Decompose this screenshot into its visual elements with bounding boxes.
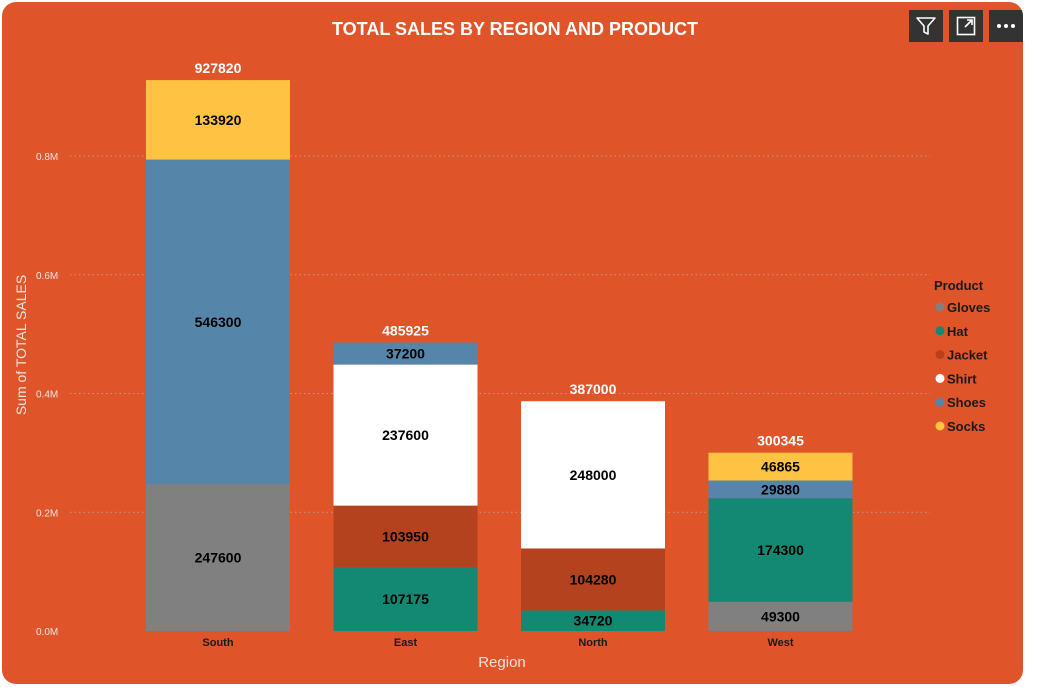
legend-item: Shoes [947, 395, 986, 410]
data-label: 46865 [761, 459, 800, 475]
legend-item: Jacket [947, 348, 988, 363]
data-label: 174300 [757, 542, 804, 558]
chart-title: TOTAL SALES BY REGION AND PRODUCT [331, 19, 699, 39]
x-tick-label: South [202, 637, 233, 649]
data-label: 104280 [570, 571, 617, 587]
data-label: 29880 [761, 481, 800, 497]
legend-swatch [935, 397, 945, 407]
total-label: 387000 [570, 381, 617, 397]
bar-segment-socks[interactable] [146, 80, 290, 160]
data-label: 546300 [195, 314, 242, 330]
bar-segment-shoes[interactable] [146, 159, 290, 484]
y-tick-label: 0.2M [36, 508, 58, 519]
bar-segment-shirt[interactable] [521, 401, 665, 549]
legend-swatch [935, 350, 945, 360]
bar-segment-shirt[interactable] [333, 364, 478, 506]
data-label: 133920 [195, 112, 242, 128]
data-label: 107175 [382, 591, 429, 607]
data-label: 103950 [382, 529, 429, 545]
filter-button[interactable] [909, 10, 943, 42]
x-tick-label: East [394, 637, 418, 649]
bar-segment-hat[interactable] [333, 567, 478, 631]
total-label: 485925 [382, 322, 429, 338]
more-options-icon [997, 24, 1015, 28]
data-label: 248000 [570, 467, 617, 483]
data-label: 34720 [574, 613, 613, 629]
data-label: 37200 [386, 346, 425, 362]
legend-swatch [935, 373, 945, 383]
legend-item: Hat [947, 324, 969, 339]
y-tick-label: 0.0M [36, 627, 58, 638]
more-options-button[interactable] [989, 10, 1023, 42]
bar-segment-shoes[interactable] [333, 342, 478, 365]
legend-item: Socks [947, 419, 985, 434]
total-label: 300345 [757, 433, 804, 449]
legend-item: Gloves [947, 300, 990, 315]
legend-swatch [935, 326, 945, 336]
y-tick-label: 0.6M [36, 271, 58, 282]
bar-segment-hat[interactable] [521, 610, 665, 631]
legend-item: Shirt [947, 371, 977, 386]
legend-swatch [935, 302, 945, 312]
legend-title: Product [934, 278, 984, 293]
filter-icon [916, 17, 936, 35]
bar-segment-jacket[interactable] [521, 548, 665, 611]
bar-segment-socks[interactable] [708, 452, 853, 481]
focus-mode-button[interactable] [949, 10, 983, 42]
y-tick-label: 0.8M [36, 152, 58, 163]
total-label: 927820 [195, 60, 242, 76]
x-tick-label: West [767, 637, 793, 649]
bar-segment-gloves[interactable] [146, 483, 290, 631]
bar-segment-gloves[interactable] [708, 601, 853, 631]
bar-segment-jacket[interactable] [333, 505, 478, 568]
legend-swatch [935, 421, 945, 431]
bar-segment-hat[interactable] [708, 498, 853, 602]
data-label: 49300 [761, 608, 800, 624]
focus-mode-icon [956, 16, 976, 36]
y-axis-title: Sum of TOTAL SALES [13, 275, 29, 415]
data-label: 237600 [382, 427, 429, 443]
data-label: 247600 [195, 549, 242, 565]
x-tick-label: North [578, 637, 608, 649]
bar-segment-shoes[interactable] [708, 480, 853, 499]
y-tick-label: 0.4M [36, 390, 58, 401]
x-axis-title: Region [478, 654, 526, 671]
visual-toolbar [909, 10, 1023, 42]
